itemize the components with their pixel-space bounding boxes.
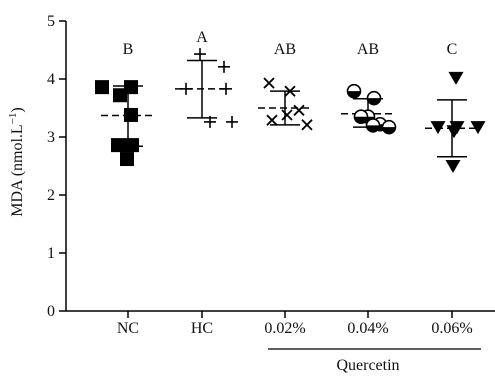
data-point-triangle <box>448 71 464 85</box>
svg-text:MDA (nmol.L−1): MDA (nmol.L−1) <box>7 107 26 217</box>
data-point-square <box>95 80 109 95</box>
data-point-square <box>120 152 134 167</box>
significance-letter: A <box>196 29 208 46</box>
data-point-plus <box>180 82 192 95</box>
data-point-cross <box>301 119 313 131</box>
data-point-cross <box>281 109 293 121</box>
data-point-half-circle <box>353 109 369 124</box>
half-circle-fill <box>382 127 396 134</box>
cross-b <box>284 85 296 97</box>
y-tick-label: 1 <box>47 245 55 262</box>
x-tick-label: 0.04% <box>347 320 388 337</box>
data-point-cross <box>284 85 296 97</box>
half-circle-fill <box>367 98 381 105</box>
data-point-plus <box>194 48 206 61</box>
quercetin-group-label: Quercetin <box>336 357 399 374</box>
data-point-half-circle <box>365 118 381 133</box>
cross-b <box>293 104 305 116</box>
significance-letter: C <box>447 41 458 58</box>
x-tick-label: NC <box>117 320 139 337</box>
data-point-triangle <box>445 160 461 173</box>
axes <box>59 20 495 350</box>
x-tick-label: 0.06% <box>431 320 472 337</box>
data-point-square <box>124 107 138 122</box>
half-circle-fill <box>366 125 380 132</box>
y-axis-label-close: ) <box>9 107 26 112</box>
significance-letter: AB <box>274 41 296 58</box>
data-point-cross <box>293 104 305 116</box>
data-marks <box>95 48 486 173</box>
data-point-cross <box>266 114 278 126</box>
y-tick-label: 4 <box>47 71 55 88</box>
cross-b <box>263 77 275 89</box>
data-point-half-circle <box>381 119 397 135</box>
data-point-plus <box>226 115 238 128</box>
data-point-triangle <box>430 121 446 135</box>
cross-b <box>281 109 293 121</box>
data-point-square <box>111 138 125 153</box>
data-point-plus <box>204 115 216 128</box>
half-circle-fill <box>354 116 368 124</box>
y-axis-label-superscript: −1 <box>7 113 19 125</box>
cross-b <box>301 119 313 131</box>
data-point-triangle <box>470 121 486 135</box>
data-point-plus <box>218 60 230 73</box>
y-tick-label: 5 <box>47 13 55 30</box>
data-point-cross <box>263 77 275 89</box>
x-tick-label: 0.02% <box>264 320 305 337</box>
data-point-triangle <box>446 125 462 139</box>
data-point-square <box>113 88 127 103</box>
y-tick-label: 2 <box>47 187 55 204</box>
significance-letter: AB <box>357 41 379 58</box>
x-tick-label: HC <box>191 320 213 337</box>
significance-letter: B <box>123 41 134 58</box>
data-point-half-circle <box>346 83 362 99</box>
y-axis-label: MDA (nmol.L−1) <box>7 107 26 217</box>
data-point-square <box>124 80 138 95</box>
cross-b <box>266 114 278 126</box>
half-circle-fill <box>347 91 361 98</box>
y-tick-label: 0 <box>47 303 55 320</box>
data-point-square <box>125 138 139 153</box>
y-axis-label-base: MDA (nmol.L <box>9 124 26 216</box>
y-tick-label: 3 <box>47 129 55 146</box>
axis-labels: 0 1 2 3 4 5 NC HC 0.02% 0.04% 0.06% Quercetin B A AB AB… <box>47 13 473 374</box>
data-point-half-circle <box>366 90 382 106</box>
data-point-plus <box>220 82 232 95</box>
